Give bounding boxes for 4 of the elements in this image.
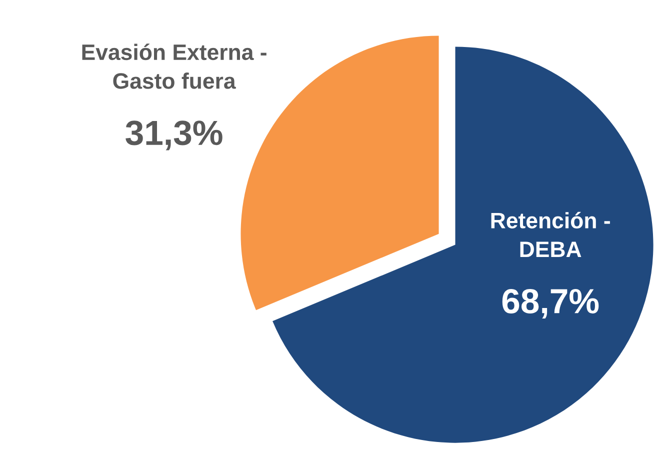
slice-label: Evasión Externa - Gasto fuera (82, 44, 266, 89)
slice-label: Retención - DEBA (491, 212, 610, 257)
data-label: 68,7% (502, 288, 599, 319)
data-label: 31,3% (126, 120, 222, 150)
